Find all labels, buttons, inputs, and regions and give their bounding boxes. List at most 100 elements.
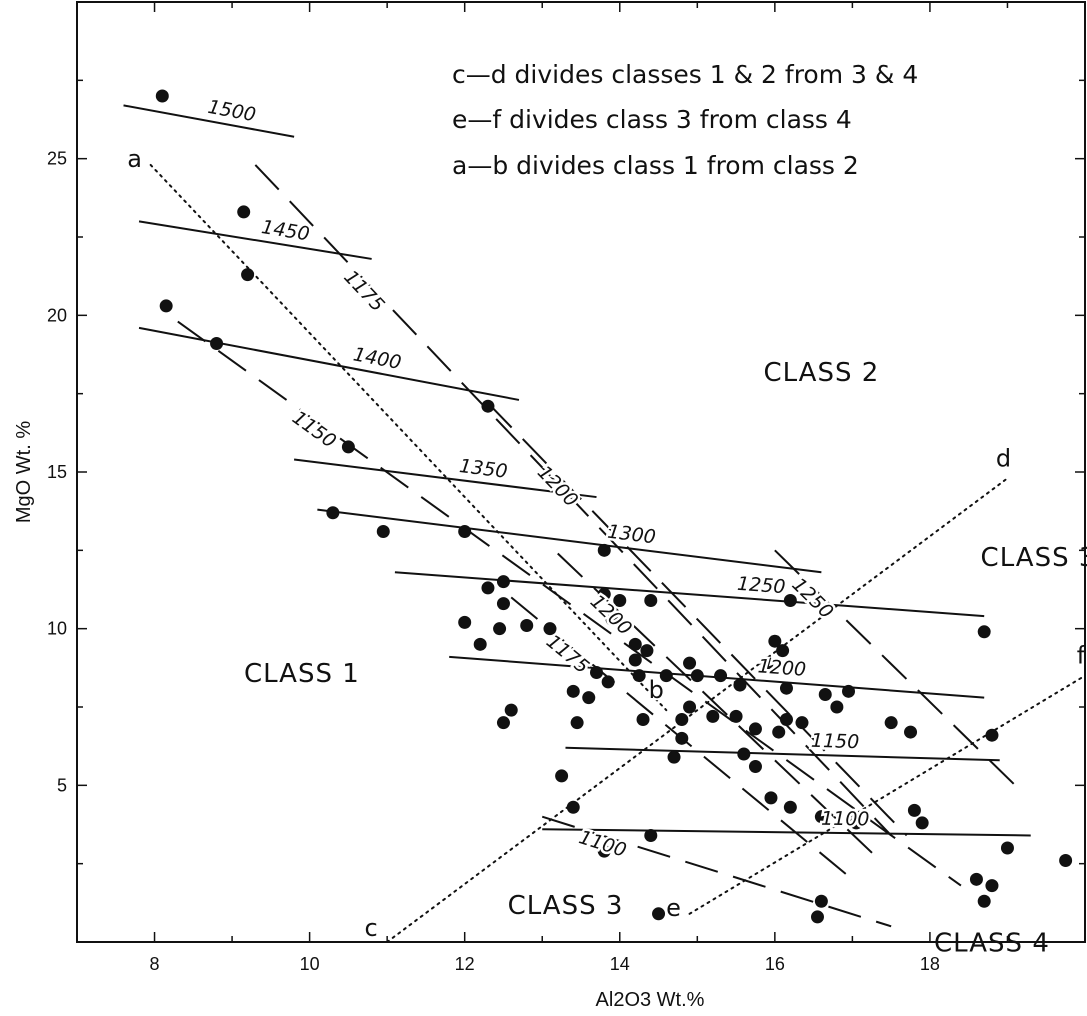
data-point <box>985 879 999 893</box>
data-point <box>977 894 991 908</box>
class-label: CLASS 3 <box>508 891 624 921</box>
data-point <box>884 716 898 730</box>
data-point <box>543 622 557 636</box>
data-point <box>493 622 507 636</box>
data-point <box>590 666 604 680</box>
data-point <box>683 656 697 670</box>
class-label: CLASS 3 <box>981 543 1087 573</box>
divider-endpoint-label: f <box>1077 642 1086 670</box>
y-tick-label: 5 <box>57 775 67 795</box>
data-point <box>675 713 689 727</box>
isotherm-1500 <box>123 104 295 138</box>
data-point <box>737 747 751 761</box>
data-point <box>237 205 251 219</box>
data-point <box>341 440 355 454</box>
data-point <box>555 769 569 783</box>
isotherm-label: 1150 <box>288 407 340 453</box>
data-point <box>675 731 689 745</box>
data-point <box>520 619 534 633</box>
data-point <box>481 399 495 413</box>
data-point <box>628 637 642 651</box>
isotherm-label: 1175 <box>339 266 388 316</box>
data-point <box>842 684 856 698</box>
data-point <box>458 525 472 539</box>
x-tick-label: 12 <box>455 954 475 974</box>
dashed-isotherm-1250 <box>774 549 1016 787</box>
y-axis-label: MgO Wt. % <box>13 421 35 523</box>
data-point <box>597 844 611 858</box>
data-point <box>496 575 510 589</box>
data-point <box>783 593 797 607</box>
data-point <box>473 637 487 651</box>
data-point <box>636 713 650 727</box>
isotherm-1400 <box>138 326 520 401</box>
class-label: CLASS 1 <box>244 659 360 689</box>
data-point <box>915 816 929 830</box>
data-point <box>159 299 173 313</box>
y-tick-label: 10 <box>47 619 67 639</box>
data-point <box>644 828 658 842</box>
data-point <box>814 894 828 908</box>
data-point <box>779 681 793 695</box>
isotherm-label: 1175 <box>542 630 593 678</box>
points-layer <box>155 89 1073 924</box>
y-tick-label: 20 <box>47 305 67 325</box>
data-point <box>683 700 697 714</box>
data-point <box>907 803 921 817</box>
legend-line-2: e—f divides class 3 from class 4 <box>452 105 852 134</box>
plot-frame <box>76 1 1086 943</box>
data-point <box>764 791 778 805</box>
data-point <box>830 700 844 714</box>
divider-c-d <box>386 477 1009 943</box>
x-tick-label: 18 <box>920 954 940 974</box>
data-point <box>496 597 510 611</box>
data-point <box>714 669 728 683</box>
data-point <box>795 716 809 730</box>
data-point <box>597 543 611 557</box>
data-point <box>667 750 681 764</box>
data-point <box>814 810 828 824</box>
data-point <box>977 625 991 639</box>
data-point <box>458 615 472 629</box>
axes-layer: 8 10 12 14 16 18 5 10 15 20 25 <box>47 2 1086 974</box>
data-point <box>776 644 790 658</box>
data-point <box>566 684 580 698</box>
divider-endpoint-label: c <box>365 914 378 942</box>
divider-endpoint-label: d <box>996 444 1011 472</box>
data-point <box>760 656 774 670</box>
data-point <box>652 907 666 921</box>
data-point <box>733 678 747 692</box>
isotherm-1350 <box>293 458 597 499</box>
divider-endpoint-label: b <box>649 676 664 704</box>
isotherm-label: 1250 <box>736 573 786 599</box>
legend-line-3: a—b divides class 1 from class 2 <box>452 151 859 180</box>
dashed-isotherm-1100 <box>541 815 892 928</box>
data-point <box>640 644 654 658</box>
x-tick-label: 14 <box>610 954 630 974</box>
data-point <box>1000 841 1014 855</box>
x-tick-label: 16 <box>765 954 785 974</box>
data-point <box>783 800 797 814</box>
divider-endpoint-label: e <box>666 894 681 922</box>
data-point <box>810 910 824 924</box>
data-point <box>566 800 580 814</box>
data-point <box>613 593 627 607</box>
data-point <box>849 816 863 830</box>
divider-e-f <box>688 674 1086 915</box>
y-tick-label: 25 <box>47 149 67 169</box>
data-point <box>748 760 762 774</box>
data-point <box>768 634 782 648</box>
data-point <box>985 728 999 742</box>
dashed-isotherm-1200 <box>487 402 908 837</box>
x-tick-label: 10 <box>300 954 320 974</box>
isotherm-label: 1150 <box>811 730 860 753</box>
data-point <box>597 587 611 601</box>
data-point <box>628 653 642 667</box>
data-point <box>690 669 704 683</box>
data-point <box>779 713 793 727</box>
class-label: CLASS 4 <box>934 928 1050 958</box>
isotherm-1250 <box>394 571 985 618</box>
data-point <box>496 716 510 730</box>
data-point <box>241 268 255 282</box>
